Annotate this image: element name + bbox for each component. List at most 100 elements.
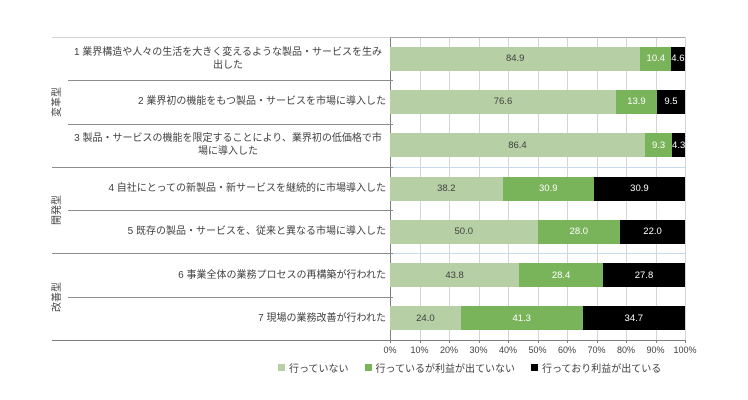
bar-segment: 28.4 (519, 263, 603, 288)
axis-tick (567, 340, 568, 343)
axis-tick (537, 340, 539, 343)
bar-value-label: 38.2 (437, 183, 456, 194)
category-label-cell: 4 自社にとっての新製品・新サービスを継続的に市場導入した (70, 167, 386, 210)
x-axis-tick-label: 60% (557, 345, 576, 355)
bar-value-label: 43.8 (445, 269, 464, 281)
category-separator-line (68, 123, 393, 125)
bar-value-label: 30.9 (539, 183, 558, 194)
bar-value-label: 9.3 (651, 139, 666, 151)
label-table-top-line (52, 37, 390, 38)
legend-label: 行っているが利益が出ていない (375, 364, 516, 375)
x-axis-tick-label: 30% (469, 345, 488, 355)
plot-border-top (390, 37, 685, 38)
x-axis-tick-label: 80% (616, 345, 635, 355)
category-label-cell: 5 既存の製品・サービスを、従来と異なる市場に導入した (70, 210, 386, 253)
x-axis-tick-label: 10% (410, 345, 429, 355)
bar-value-label: 10.4 (646, 53, 666, 65)
category-label: 5 既存の製品・サービスを、従来と異なる市場に導入した (127, 226, 386, 238)
group-separator-line (52, 166, 393, 168)
bar-segment: 4.3 (672, 133, 686, 158)
bar-segment: 84.9 (390, 46, 641, 71)
bar-value-label: 13.9 (627, 96, 646, 108)
bar-value-label: 30.9 (630, 183, 649, 194)
axis-tick (596, 340, 598, 343)
group-separator-plot-line (393, 253, 685, 255)
x-axis-tick-label: 100% (673, 345, 697, 355)
gridline (685, 37, 686, 340)
bar-segment: 22.0 (620, 219, 685, 244)
category-label-cell: 3 製品・サービスの機能を限定することにより、業界初の低価格で市場に導入した (70, 124, 386, 167)
axis-tick (390, 340, 391, 343)
bar-value-label: 86.4 (508, 139, 527, 151)
bar-value-label: 24.0 (416, 312, 435, 324)
bar-value-label: 27.8 (634, 269, 654, 281)
bar-segment: 30.9 (502, 176, 594, 201)
bar-segment: 10.4 (640, 46, 672, 71)
bar-segment: 34.7 (582, 306, 685, 331)
bar-segment: 9.5 (656, 89, 685, 114)
axis-tick (685, 340, 686, 343)
axis-tick (626, 340, 627, 343)
bar-segment: 50.0 (390, 219, 538, 244)
legend-item: 行っており利益が出ている (531, 360, 661, 375)
x-axis-tick-label: 40% (498, 345, 517, 355)
legend-label: 行っており利益が出ている (542, 364, 662, 375)
axis-tick (419, 340, 421, 343)
bar-segment: 30.9 (593, 176, 685, 201)
bar-value-label: 41.3 (512, 312, 531, 324)
bar-segment: 86.4 (390, 133, 645, 158)
bar-segment: 41.3 (460, 306, 583, 331)
legend-swatch (278, 364, 285, 371)
bar-value-label: 34.7 (624, 312, 644, 324)
group-separator-line (52, 253, 393, 255)
axis-tick (508, 340, 509, 343)
legend-item: 行っているが利益が出ていない (364, 360, 516, 375)
legend-swatch (531, 364, 538, 371)
category-label: 1 業界構造や人々の生活を大きく変えるような製品・サービスを生み出した (73, 46, 383, 71)
category-label-cell: 6 事業全体の業務プロセスの再構築が行われた (70, 253, 386, 296)
category-separator-line (68, 296, 393, 298)
group-separator-plot-line (393, 166, 685, 168)
bar-segment: 43.8 (390, 263, 520, 288)
axis-tick (449, 340, 450, 343)
category-label: 4 自社にとっての新製品・新サービスを継続的に市場導入した (108, 182, 386, 194)
category-label-cell: 7 現場の業務改善が行われた (70, 297, 386, 340)
category-label: 7 現場の業務改善が行われた (258, 312, 386, 324)
bar-value-label: 4.6 (671, 53, 685, 65)
axis-tick (478, 340, 480, 343)
x-axis-tick-label: 50% (528, 345, 547, 355)
bar-segment: 28.0 (537, 219, 621, 244)
legend: 行っていない 行っているが利益が出ていない 行っており利益が出ている (278, 360, 661, 375)
bar-segment: 9.3 (644, 133, 673, 158)
bar-value-label: 50.0 (454, 226, 474, 238)
bar-segment: 13.9 (615, 89, 657, 114)
category-label: 3 製品・サービスの機能を限定することにより、業界初の低価格で市場に導入した (74, 133, 382, 158)
bar-segment: 76.6 (390, 89, 616, 114)
x-axis-tick-label: 70% (587, 345, 606, 355)
x-axis-tick-label: 90% (646, 345, 665, 355)
category-separator-line (68, 80, 393, 82)
legend-swatch (364, 364, 372, 371)
bar-value-label: 28.4 (551, 269, 571, 281)
category-label-cell: 1 業界構造や人々の生活を大きく変えるような製品・サービスを生み出した (70, 37, 386, 80)
x-axis-tick-label: 20% (439, 345, 458, 355)
axis-line (52, 340, 685, 341)
bar-segment: 38.2 (390, 176, 503, 201)
bar-value-label: 9.5 (664, 96, 678, 108)
bar-value-label: 84.9 (505, 53, 525, 65)
bar-value-label: 22.0 (643, 226, 662, 238)
category-label: 2 業界初の機能をもつ製品・サービスを市場に導入した (138, 96, 386, 108)
bar-value-label: 4.3 (672, 139, 686, 151)
x-axis-tick-label: 0% (383, 345, 397, 355)
category-label: 6 事業全体の業務プロセスの再構築が行われた (178, 269, 386, 281)
bar-segment: 4.6 (671, 46, 685, 71)
bar-segment: 24.0 (390, 306, 461, 331)
bar-segment: 27.8 (602, 263, 685, 288)
legend-label: 行っていない (289, 364, 349, 375)
bar-value-label: 28.0 (569, 226, 589, 238)
category-separator-line (68, 210, 393, 212)
category-label-cell: 2 業界初の機能をもつ製品・サービスを市場に導入した (70, 80, 386, 123)
axis-tick (655, 340, 657, 343)
bar-value-label: 76.6 (493, 96, 513, 108)
